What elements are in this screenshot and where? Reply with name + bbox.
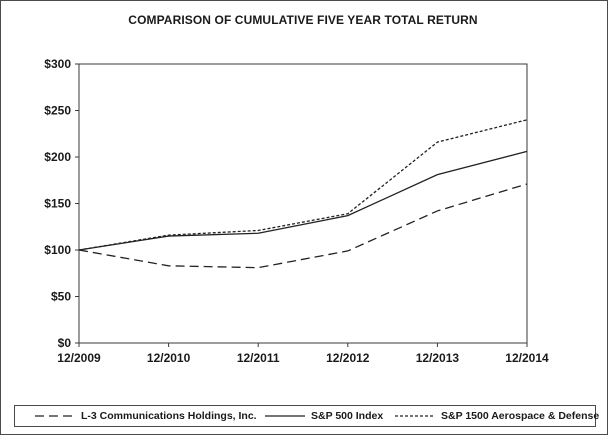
x-tick-label: 12/2014	[505, 351, 549, 365]
legend-swatch-long-dash	[35, 415, 75, 417]
legend-label: L-3 Communications Holdings, Inc.	[81, 410, 257, 422]
x-tick-label: 12/2011	[237, 351, 280, 365]
legend-label: S&P 500 Index	[311, 410, 384, 422]
y-axis: $0 $50 $100 $150 $200 $250 $300	[44, 57, 79, 350]
y-tick-label: $150	[44, 197, 71, 211]
series-line-short-dash	[78, 119, 528, 251]
x-tick-label: 12/2009	[57, 351, 101, 365]
legend: L-3 Communications Holdings, Inc. S&P 50…	[14, 405, 599, 427]
x-tick-label: 12/2013	[416, 351, 460, 365]
x-axis: 12/2009 12/2010 12/2011 12/2012 12/2013 12/20…	[57, 343, 549, 365]
legend-swatch-solid	[265, 415, 305, 417]
y-tick-label: $100	[44, 243, 71, 257]
y-tick-label: $300	[44, 57, 71, 71]
legend-item-sp1500-aero: S&P 1500 Aerospace & Defense	[395, 406, 599, 426]
chart-title: COMPARISON OF CUMULATIVE FIVE YEAR TOTAL…	[128, 13, 478, 27]
x-tick-label: 12/2010	[147, 351, 191, 365]
series-line-long-dash	[78, 183, 528, 269]
series-line-solid	[78, 150, 528, 251]
legend-item-l3: L-3 Communications Holdings, Inc.	[35, 406, 257, 426]
y-tick-label: $250	[44, 104, 71, 118]
legend-swatch-short-dash	[395, 415, 435, 417]
x-tick-label: 12/2012	[326, 351, 370, 365]
y-tick-label: $0	[58, 336, 72, 350]
series-lines	[78, 119, 528, 269]
chart-plot: $0 $50 $100 $150 $200 $250 $300 12/2009 12/2010…	[44, 57, 549, 365]
y-tick-label: $200	[44, 150, 71, 164]
legend-label: S&P 1500 Aerospace & Defense	[441, 410, 600, 422]
legend-item-sp500: S&P 500 Index	[265, 406, 383, 426]
plot-area	[78, 63, 528, 344]
y-tick-label: $50	[51, 290, 71, 304]
